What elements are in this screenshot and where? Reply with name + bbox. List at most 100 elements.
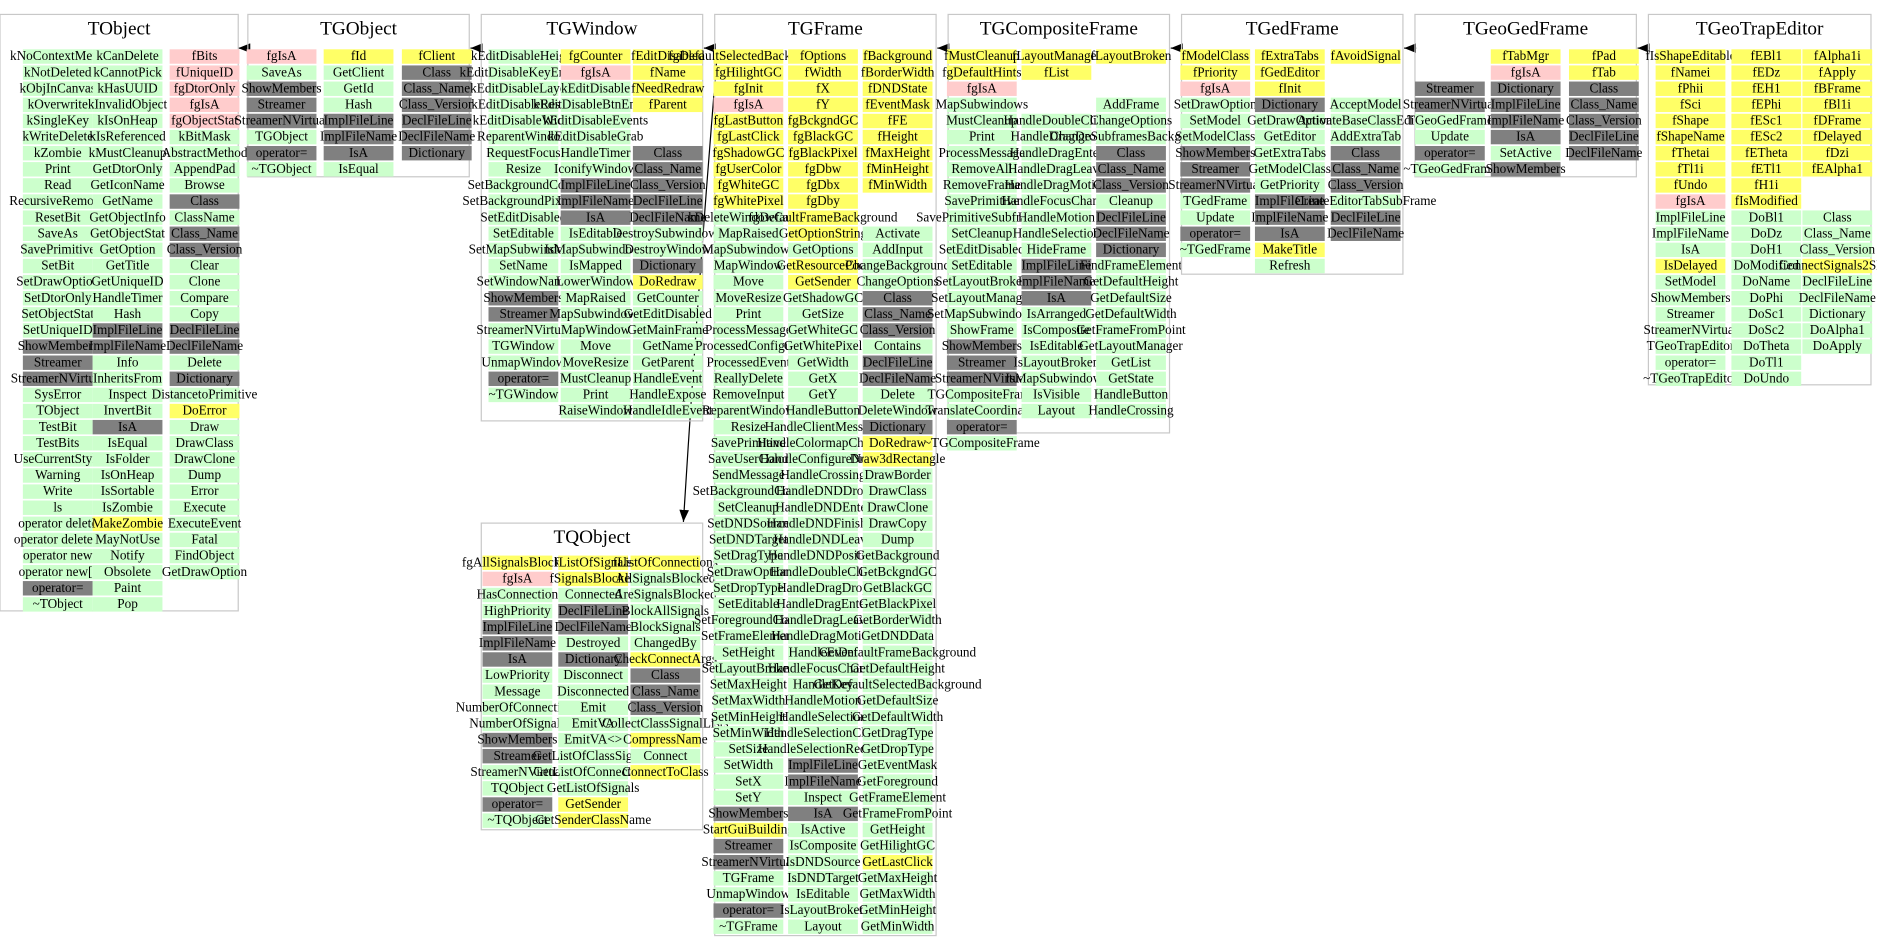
member-bg <box>22 323 93 338</box>
member: StreamerNVirtual <box>235 113 329 129</box>
member-name: StartGuiBuilding <box>703 822 794 837</box>
member-name: ReallyDelete <box>714 370 783 385</box>
member: StreamerNVirtual <box>1168 177 1263 193</box>
member-name: fESc1 <box>1750 113 1782 128</box>
member: DestroySubwindows <box>613 225 723 241</box>
member: SetModel <box>1655 274 1726 290</box>
member: Print <box>22 161 93 177</box>
member-bg <box>488 226 559 241</box>
member: Class <box>1568 80 1639 96</box>
member-name: DoAlpha1 <box>1810 322 1865 337</box>
member-name: DeclFileLine <box>1096 209 1166 224</box>
member-bg <box>713 548 784 564</box>
member: NumberOfSignals <box>469 716 565 732</box>
member-bg <box>862 242 933 258</box>
member-bg <box>560 65 631 80</box>
member-name: GetId <box>343 80 373 95</box>
member-name: GetMainFrame <box>627 322 708 337</box>
member-bg <box>632 145 703 161</box>
member: HandleDoubleClick <box>1004 113 1110 129</box>
member: fgDby <box>788 193 858 209</box>
member: fShapeName <box>1655 129 1726 145</box>
member: Cleanup <box>1096 193 1166 209</box>
member-bg <box>862 903 933 918</box>
member: Class <box>1330 145 1401 161</box>
member-bg <box>713 49 784 64</box>
member: fBorderWidth <box>861 64 935 80</box>
member-name: IsLayoutBroken <box>780 902 866 917</box>
member-name: kInvalidObject <box>88 96 168 111</box>
member-name: SetForegroundColor <box>694 612 803 627</box>
member-bg <box>946 178 1017 193</box>
member-name: ShowMembers <box>18 338 98 353</box>
member-name: DoDz <box>1751 225 1783 240</box>
member: ResetBit <box>22 209 93 225</box>
member: ExecuteEvent <box>168 515 242 532</box>
member-bg <box>246 162 317 177</box>
member-bg <box>713 822 784 838</box>
member-bg <box>862 307 933 322</box>
member: CompressName <box>623 732 708 748</box>
member: HideFrame <box>1021 242 1092 258</box>
member-bg <box>488 162 559 177</box>
member: fPhii <box>1655 80 1726 96</box>
member-name: ImplFileLine <box>788 757 858 772</box>
member: GetModelClass <box>1249 161 1331 177</box>
member: ImplFileName <box>1251 209 1329 225</box>
member-name: NumberOfSignals <box>469 716 565 731</box>
member-bg <box>22 113 93 129</box>
member-bg <box>1490 65 1561 80</box>
member: GetDrawOption <box>162 564 248 580</box>
member-bg <box>713 774 784 789</box>
member: fDelayed <box>1802 129 1873 145</box>
member: Browse <box>169 177 240 193</box>
member-bg <box>946 226 1017 241</box>
member-name: operator= <box>723 902 775 917</box>
class-node: TGFramefgDefaultSelectedBackgroundfgHili… <box>668 13 982 937</box>
member-bg <box>946 291 1017 306</box>
member-bg <box>1180 242 1251 258</box>
member: GetMaxWidth <box>860 886 936 902</box>
member: kDeleteWindowCalled <box>688 209 809 225</box>
member-bg <box>1021 178 1092 193</box>
member-name: Info <box>117 354 139 369</box>
member-name: fFE <box>888 113 908 128</box>
member-name: ShowMembers <box>1486 161 1566 176</box>
member-name: ImplFileLine <box>561 177 631 192</box>
member-name: IsA <box>1047 290 1067 305</box>
member-name: ActivateBaseClassEditors <box>1297 113 1434 128</box>
member-name: GetListOfConnections <box>533 764 653 779</box>
member-bg <box>946 436 1017 451</box>
member-name: SetFrameElement <box>701 628 796 643</box>
member-name: SetBackgroundPixmap <box>462 193 584 208</box>
member-bg <box>92 339 163 354</box>
member-bg <box>1731 307 1802 322</box>
member-name: HandleSelection <box>779 709 867 724</box>
member: Streamer <box>246 96 317 113</box>
member: fgDtorOnly <box>169 80 240 96</box>
member-name: AllSignalsBlocked <box>615 571 715 586</box>
member-name: Delete <box>187 354 222 369</box>
member-bg <box>713 677 784 693</box>
member: ShowMembers <box>483 290 563 306</box>
member-bg <box>92 484 163 499</box>
member-name: Print <box>583 387 609 402</box>
member-bg <box>1180 226 1251 241</box>
member-name: Class_Version <box>628 699 704 714</box>
member: GetSize <box>788 306 858 322</box>
member: GetClient <box>323 64 394 80</box>
member-name: MapWindow <box>714 258 784 273</box>
member: GetBlackPixel <box>859 596 936 612</box>
member: Refresh <box>1254 258 1325 274</box>
member-name: Class_Version <box>860 322 936 337</box>
member-bg <box>1655 81 1726 96</box>
member-bg <box>1802 274 1873 290</box>
member-bg <box>713 516 784 532</box>
member-bg <box>169 339 240 354</box>
member-name: GetMinWidth <box>861 918 935 933</box>
member: DrawClass <box>169 435 240 451</box>
member-bg <box>92 129 163 145</box>
member-bg <box>1254 81 1325 96</box>
member-bg <box>488 258 559 274</box>
member-bg <box>482 700 553 716</box>
